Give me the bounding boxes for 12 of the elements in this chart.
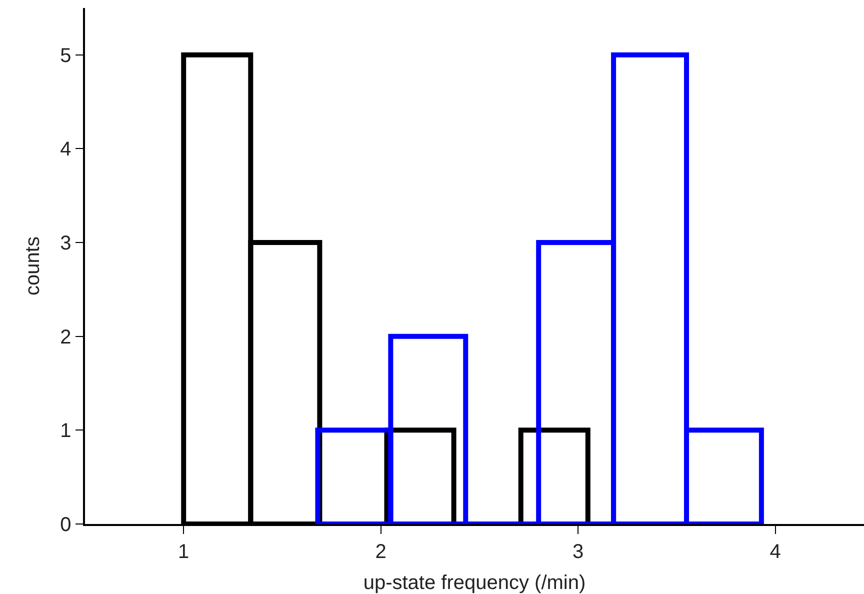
y-axis-title: counts: [22, 236, 44, 296]
y-tick-label: 5: [60, 44, 72, 67]
x-tick-label: 2: [375, 540, 386, 563]
y-tick-label: 4: [60, 138, 72, 161]
y-tick-label: 1: [60, 420, 72, 442]
x-tick-label: 1: [178, 540, 190, 563]
x-tick-label: 4: [770, 540, 781, 563]
y-tick-label: 3: [60, 232, 72, 255]
y-tick-label: 2: [60, 326, 72, 348]
y-tick-label: 0: [60, 514, 72, 536]
x-axis-title: up-state frequency (/min): [363, 572, 586, 594]
x-tick-label: 3: [572, 540, 584, 563]
